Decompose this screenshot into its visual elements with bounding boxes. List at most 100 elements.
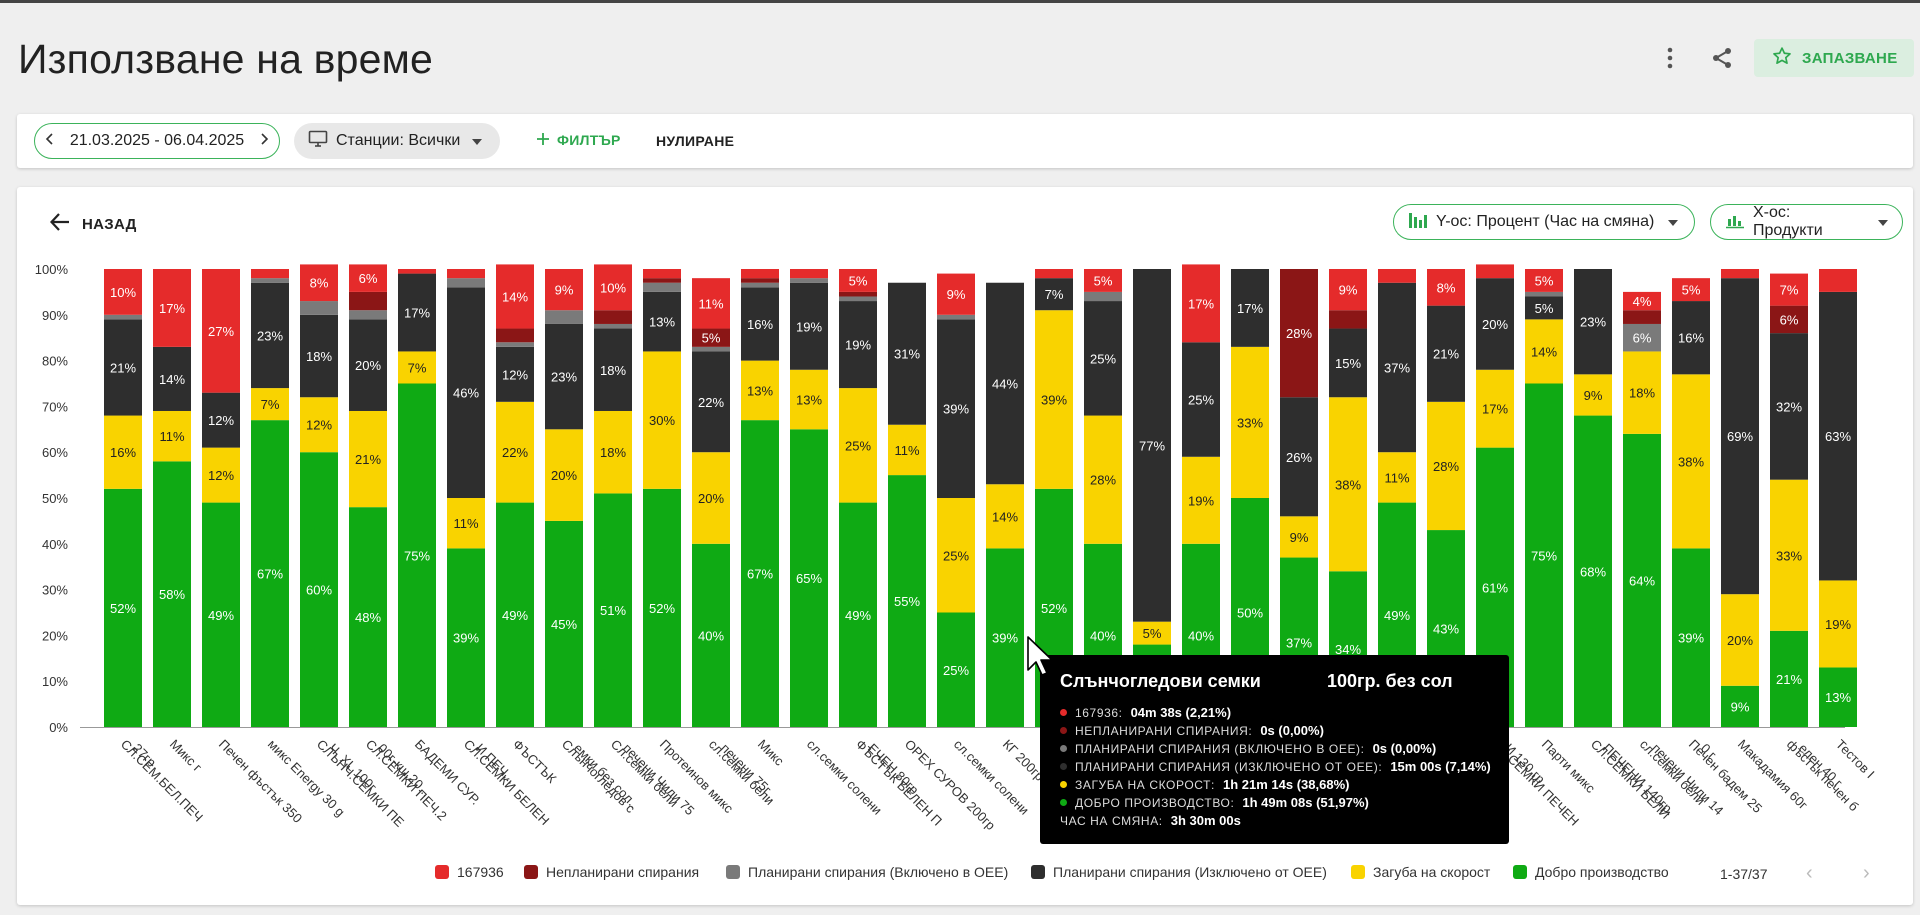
data-label: 9% [555,283,574,298]
data-label: 52% [1041,601,1067,616]
data-label: 40% [1090,628,1116,643]
pager-prev-icon[interactable]: ‹ [1806,862,1813,884]
data-label: 58% [159,587,185,602]
bar-segment [1378,282,1416,453]
bar-segment [1133,269,1171,622]
y-axis-selector[interactable]: Y-ос: Процент (Час на смяна) [1393,204,1695,240]
add-filter-button[interactable]: ФИЛТЪР [537,132,621,148]
bar-segment [1623,351,1661,434]
bar-segment [398,351,436,384]
data-label: 5% [1535,301,1554,316]
data-label: 46% [453,386,479,401]
share-icon[interactable] [1706,42,1738,74]
bar-segment [1378,452,1416,503]
legend-item-planned-included[interactable]: Планирани спирания (Включено в OEE) [726,864,1008,880]
tooltip-row-label: НЕПЛАНИРАНИ СПИРАНИЯ: [1075,723,1253,738]
data-label: 13% [649,315,675,330]
stations-selector[interactable]: Станции: Всички [294,123,500,159]
tooltip-row-label: ДОБРО ПРОИЗВОДСТВО: [1075,795,1235,810]
data-label: 27% [208,324,234,339]
reset-button[interactable]: НУЛИРАНЕ [656,133,735,149]
tooltip-row-label: 167936: [1075,705,1123,720]
bar-segment [104,269,142,315]
bar-segment [1672,548,1710,727]
data-label: 43% [1433,622,1459,637]
bar-segment [986,282,1024,485]
legend-item-speed-loss[interactable]: Загуба на скорост [1351,864,1490,880]
data-label: 9% [1584,388,1603,403]
data-label: 40% [698,628,724,643]
tooltip-dot [1060,745,1067,752]
bar-segment [1035,278,1073,311]
bar-segment [251,420,289,727]
legend-label: Загуба на скорост [1373,864,1491,880]
chevron-left-icon[interactable] [45,132,55,150]
chevron-right-icon[interactable] [259,132,269,150]
star-icon [1772,46,1792,70]
bar-segment [1476,369,1514,448]
save-button[interactable]: ЗАПАЗВАНЕ [1754,39,1914,77]
bar-segment [741,282,779,288]
data-label: 77% [1139,438,1165,453]
tooltip-dot [1060,799,1067,806]
data-label: 22% [502,445,528,460]
data-label: 20% [355,358,381,373]
caret-down-icon [1878,213,1888,231]
bar-segment [1084,415,1122,544]
tooltip-row-value: 3h 30m 00s [1170,813,1241,828]
bar-segment [447,548,485,727]
legend-item-good-production[interactable]: Добро производство [1513,864,1669,880]
bar-segment [496,401,534,503]
data-label: 6% [359,271,378,286]
tooltip-row: ЗАГУБА НА СКОРОСТ: 1h 21m 14s (38,68%) [1060,777,1349,792]
data-label: 5% [849,273,868,288]
legend-swatch [1513,865,1527,879]
pager-next-icon[interactable]: › [1863,862,1870,884]
x-axis-selector[interactable]: X-ос: Продукти [1710,204,1903,240]
bar-segment [1672,301,1710,375]
more-vert-icon[interactable] [1654,42,1686,74]
data-label: 20% [1482,317,1508,332]
date-range-picker[interactable]: 21.03.2025 - 06.04.2025 [34,123,280,159]
bar-segment [202,269,240,393]
bar-segment [839,296,877,302]
bar-segment [1574,374,1612,416]
legend-item-167936[interactable]: 167936 [435,864,504,880]
data-label: 12% [502,367,528,382]
tooltip-row-value: 0s (0,00%) [1260,723,1324,738]
tooltip-row: ПЛАНИРАНИ СПИРАНИЯ (ИЗКЛЮЧЕНО ОТ OEE): 1… [1060,759,1491,774]
axis-chart-icon [1725,211,1745,234]
bar-segment [398,269,436,274]
tooltip-dot [1060,763,1067,770]
y-axis-value: Y-ос: Процент (Час на смяна) [1436,213,1655,230]
data-label: 5% [1682,283,1701,298]
data-label: 5% [702,331,721,346]
data-label: 12% [306,418,332,433]
bar-segment [1084,301,1122,416]
bar-segment [104,319,142,416]
y-tick-label: 80% [42,354,68,369]
back-button[interactable]: НАЗАД [49,213,137,235]
bar-segment [545,323,583,430]
data-label: 55% [894,594,920,609]
legend-label: Планирани спирания (Изключено от OEE) [1053,864,1327,880]
y-tick-label: 50% [42,491,68,506]
y-tick-label: 40% [42,537,68,552]
legend-item-planned-excluded[interactable]: Планирани спирания (Изключено от OEE) [1031,864,1327,880]
bar-segment [888,475,926,727]
data-label: 67% [257,567,283,582]
bar-segment [839,301,877,389]
data-label: 21% [1433,347,1459,362]
data-label: 28% [1090,473,1116,488]
stations-value: Станции: Всички [336,132,461,149]
legend-item-unplanned[interactable]: Непланирани спирания [524,864,699,880]
data-label: 49% [845,608,871,623]
bar-segment [349,310,387,320]
tooltip-row-value: 1h 21m 14s (38,68%) [1223,777,1350,792]
data-label: 40% [1188,628,1214,643]
y-tick-label: 100% [35,262,69,277]
x-axis-value: X-ос: Продукти [1753,204,1823,239]
bar-segment [1378,269,1416,283]
data-label: 17% [159,301,185,316]
bar-segment [1280,397,1318,517]
